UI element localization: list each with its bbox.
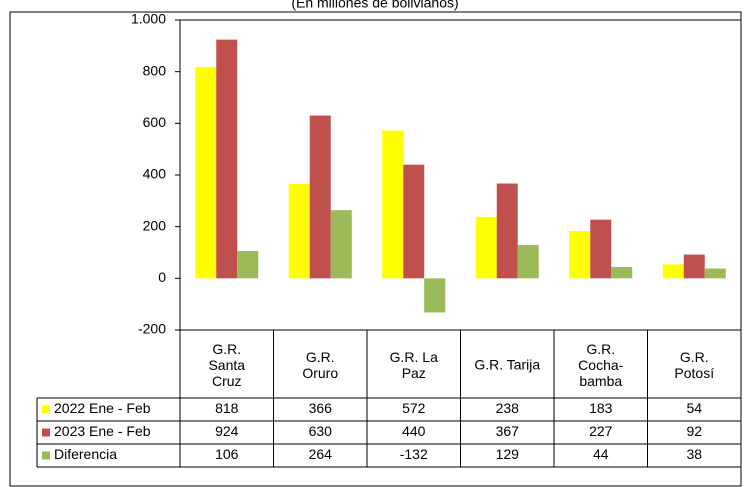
table-value: 38	[686, 446, 702, 462]
bar	[662, 264, 684, 279]
table-value: 238	[496, 400, 520, 416]
y-tick-label: 1.000	[131, 11, 166, 27]
legend-label: Diferencia	[54, 446, 117, 462]
x-tick-label: G.R. Cocha-bamba	[578, 341, 623, 389]
x-tick-label: G.R. La Paz	[390, 349, 438, 381]
bar	[330, 210, 352, 279]
table-value: 92	[686, 423, 702, 439]
bar	[611, 266, 633, 279]
table-value: 367	[496, 423, 520, 439]
bar	[475, 216, 497, 279]
bar	[288, 183, 310, 279]
bar	[403, 164, 425, 279]
table-value: 366	[309, 400, 333, 416]
table-value: 183	[589, 400, 613, 416]
bar	[424, 278, 446, 313]
table-value: 924	[215, 423, 239, 439]
table-value: 106	[215, 446, 239, 462]
table-value: 44	[593, 446, 609, 462]
x-tick-label: G.R. Potosí	[674, 349, 714, 381]
legend-swatch	[42, 428, 50, 437]
bar	[195, 67, 217, 279]
bar	[683, 254, 705, 279]
table-value: 630	[309, 423, 333, 439]
y-tick-label: 400	[143, 166, 167, 182]
table-value: -132	[400, 446, 428, 462]
bar	[590, 219, 612, 279]
y-tick-label: 600	[143, 114, 167, 130]
y-tick-label: -200	[138, 321, 166, 337]
x-tick-label: G.R. Oruro	[302, 349, 338, 381]
x-tick-label: G.R. Santa Cruz	[208, 341, 245, 389]
bar	[517, 245, 539, 279]
plot-area	[179, 19, 742, 331]
legend-swatch	[42, 451, 50, 460]
table-value: 54	[686, 400, 702, 416]
bar	[382, 130, 404, 279]
legend-label: 2022 Ene - Feb	[54, 400, 151, 416]
chart-subtitle: (En millones de bolivianos)	[291, 0, 458, 11]
table-value: 440	[402, 423, 426, 439]
x-tick-label: G.R. Tarija	[474, 357, 540, 373]
table-value: 264	[309, 446, 333, 462]
bar	[569, 231, 591, 279]
table-value: 572	[402, 400, 426, 416]
table-value: 129	[496, 446, 520, 462]
y-tick-label: 200	[143, 217, 167, 233]
bar	[216, 39, 238, 279]
legend-swatch	[42, 405, 50, 414]
legend-label: 2023 Ene - Feb	[54, 423, 151, 439]
y-tick-label: 0	[158, 269, 166, 285]
table-value: 818	[215, 400, 239, 416]
bar	[237, 250, 259, 279]
y-tick-label: 800	[143, 62, 167, 78]
bar	[309, 115, 331, 279]
table-value: 227	[589, 423, 613, 439]
bar	[704, 268, 726, 279]
bar	[496, 183, 518, 279]
